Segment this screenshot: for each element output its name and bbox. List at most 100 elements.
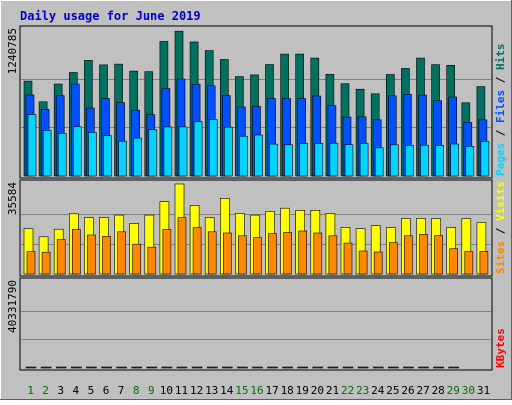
legend-separator: / [494, 123, 507, 143]
day-label-21: 21 [326, 384, 339, 397]
bar-pages-day-1 [27, 114, 37, 177]
bar-pages-day-30 [465, 146, 475, 177]
bar-sites-day-2 [41, 251, 51, 275]
bar-pages-day-21 [329, 142, 339, 177]
legend-item-pages: Pages [494, 143, 507, 176]
bar-pages-day-5 [88, 132, 97, 177]
bar-kbytes-day-9 [146, 366, 158, 369]
bar-sites-day-18 [283, 232, 292, 275]
bar-kbytes-day-24 [372, 366, 384, 369]
bar-kbytes-day-3 [55, 366, 67, 369]
bar-pages-day-13 [208, 119, 218, 177]
bar-sites-day-11 [177, 217, 187, 275]
bar-kbytes-day-23 [357, 366, 369, 369]
bar-sites-day-4 [72, 229, 81, 275]
bar-kbytes-day-6 [101, 366, 112, 369]
bar-sites-day-23 [358, 250, 368, 275]
bar-sites-day-5 [87, 234, 96, 275]
bar-kbytes-day-11 [176, 366, 188, 369]
bar-kbytes-day-7 [116, 366, 127, 369]
day-label-6: 6 [103, 384, 110, 397]
bar-sites-day-24 [373, 251, 383, 275]
day-label-16: 16 [250, 384, 263, 397]
day-label-22: 22 [341, 384, 354, 397]
day-label-2: 2 [42, 384, 49, 397]
panel-kbytes [19, 277, 493, 371]
bar-sites-day-22 [343, 242, 353, 275]
day-label-5: 5 [88, 384, 95, 397]
bar-pages-day-19 [299, 143, 309, 177]
bar-pages-day-26 [405, 145, 414, 177]
legend-item-kbytes: KBytes [494, 328, 507, 368]
day-label-23: 23 [356, 384, 369, 397]
legend-visits-sites: Sites / Visits [494, 181, 507, 274]
bar-pages-day-9 [148, 129, 158, 177]
day-label-20: 20 [311, 384, 324, 397]
bar-sites-day-26 [404, 235, 413, 275]
bar-sites-day-8 [132, 243, 141, 275]
legend-item-visits: Visits [494, 181, 507, 221]
bar-kbytes-day-2 [40, 366, 52, 369]
legend-hits-files-pages: Pages / Files / Hits [494, 44, 507, 177]
bar-pages-day-16 [254, 134, 263, 177]
bar-pages-day-23 [359, 143, 369, 177]
day-label-31: 31 [477, 384, 490, 397]
bar-pages-day-24 [374, 147, 384, 177]
bar-sites-day-1 [26, 251, 36, 275]
bar-pages-day-20 [314, 143, 324, 177]
bar-kbytes-day-5 [86, 366, 97, 369]
bar-sites-day-31 [479, 251, 489, 275]
bar-pages-day-25 [389, 144, 399, 177]
bar-sites-day-19 [298, 230, 308, 275]
bar-pages-day-27 [420, 144, 429, 177]
bar-kbytes-day-15 [237, 366, 248, 369]
bar-sites-day-20 [313, 232, 323, 275]
ymax-label-visits-sites: 35584 [6, 182, 19, 215]
bar-sites-day-28 [434, 235, 443, 275]
legend-separator: / [494, 70, 507, 90]
labels: 1240785 Pages / Files / Hits 35584 Sites / … [6, 28, 507, 397]
day-label-30: 30 [462, 384, 475, 397]
ymax-label-hits-files-pages: 1240785 [6, 28, 19, 74]
day-label-25: 25 [386, 384, 399, 397]
bar-sites-day-29 [449, 248, 459, 275]
day-label-19: 19 [296, 384, 309, 397]
bar-kbytes-day-26 [403, 366, 414, 369]
bar-kbytes-day-28 [433, 366, 444, 369]
bar-sites-day-12 [192, 227, 202, 275]
bar-kbytes-day-19 [297, 366, 309, 369]
bar-sites-day-21 [328, 235, 338, 275]
legend-item-sites: Sites [494, 241, 507, 274]
bar-sites-day-14 [223, 232, 232, 275]
day-label-9: 9 [148, 384, 155, 397]
bar-kbytes-day-12 [191, 366, 203, 369]
day-label-26: 26 [401, 384, 414, 397]
day-label-7: 7 [118, 384, 125, 397]
bar-sites-day-9 [147, 246, 157, 275]
chart-title: Daily usage for June 2019 [20, 9, 201, 23]
bar-pages-day-11 [178, 126, 188, 177]
bar-kbytes-day-25 [387, 366, 399, 369]
bar-sites-day-6 [102, 236, 111, 275]
bar-pages-day-2 [42, 130, 52, 177]
day-label-13: 13 [205, 384, 218, 397]
day-label-27: 27 [416, 384, 429, 397]
bar-sites-day-30 [464, 251, 474, 275]
day-label-10: 10 [160, 384, 173, 397]
day-label-17: 17 [265, 384, 278, 397]
bar-sites-day-27 [419, 234, 428, 275]
bar-pages-day-15 [239, 135, 248, 177]
bar-kbytes-day-8 [131, 366, 142, 369]
bar-sites-day-13 [207, 231, 217, 275]
bar-kbytes-day-21 [327, 366, 339, 369]
bar-kbytes-day-29 [448, 366, 460, 369]
bar-sites-day-7 [117, 231, 126, 275]
bar-kbytes-day-16 [252, 366, 263, 369]
day-label-14: 14 [220, 384, 234, 397]
bar-pages-day-7 [118, 140, 127, 177]
bar-kbytes-day-22 [342, 366, 354, 369]
day-label-1: 1 [27, 384, 34, 397]
bar-pages-day-29 [450, 143, 460, 177]
bar-sites-day-25 [388, 242, 398, 275]
